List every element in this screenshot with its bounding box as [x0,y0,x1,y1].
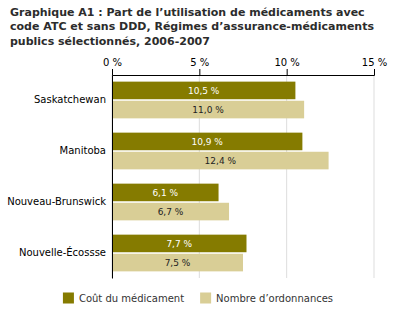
y-tick-label: Saskatchewan [34,94,106,105]
x-tick: 10 % [274,57,299,75]
bar [112,203,229,221]
legend-item: Coût du médicament [63,292,184,303]
x-tick-mark [287,69,288,75]
y-axis: Saskatchewan Manitoba Nouveau-Brunswick Nou… [7,75,112,278]
grid-line [112,75,113,278]
bar [112,152,329,170]
legend-swatch [63,292,74,303]
x-tick: 0 % [103,57,122,75]
y-tick-label: Nouvelle-Écossse [19,246,106,258]
y-tick-label: Manitoba [60,145,106,156]
y-tick: Nouveau-Brunswick [7,196,106,207]
x-tick: 5 % [190,57,209,75]
y-tick: Saskatchewan [34,94,106,105]
x-tick-mark [374,69,375,75]
x-tick-label: 10 % [274,57,299,68]
chart: 10,5 % 10,9 % 6,1 % 7,7 % 11,0 % 12,4 % 6,7 % 7… [0,53,396,312]
y-tick: Manitoba [60,145,106,156]
y-axis-line [112,75,113,278]
x-axis: 0 % 5 % 10 % 15 % [103,57,387,76]
y-tick: Nouvelle-Écossse [19,246,106,258]
bar [112,184,219,202]
x-axis-line [113,69,375,76]
plot: 10,5 % 10,9 % 6,1 % 7,7 % 11,0 % 12,4 % 6,7 % 7… [7,57,387,279]
bar [112,254,243,272]
x-tick-label: 15 % [362,57,387,68]
legend: Coût du médicament Nombre d’ordonnances [63,292,333,303]
data-label: 12,4 % [205,156,237,166]
data-label: 10,5 % [188,85,220,95]
x-tick-mark [112,69,113,75]
data-labels: 10,5 % 10,9 % 6,1 % 7,7 % 11,0 % 12,4 % 6,7 % 7… [152,85,236,267]
x-tick-mark [199,69,200,75]
x-tick-label: 0 % [103,57,122,68]
bar [112,133,302,151]
data-label: 7,7 % [166,238,192,248]
data-label: 6,1 % [152,187,178,197]
legend-label: Coût du médicament [79,292,184,303]
grid [112,75,374,278]
legend-label: Nombre d’ordonnances [216,292,333,303]
data-label: 7,5 % [165,258,191,268]
y-tick-label: Nouveau-Brunswick [7,196,106,207]
x-tick-label: 5 % [190,57,209,68]
data-label: 11,0 % [192,105,224,115]
data-label: 6,7 % [158,207,184,217]
data-label: 10,9 % [191,136,223,146]
legend-item: Nombre d’ordonnances [200,292,333,303]
bar [112,82,295,100]
legend-swatch [200,292,211,303]
bar [112,101,304,119]
x-tick: 15 % [362,57,387,75]
bar [112,235,246,253]
chart-title: Graphique A1 : Part de l’utilisation de … [0,0,396,53]
bars [112,82,329,272]
grid-line [374,75,375,278]
